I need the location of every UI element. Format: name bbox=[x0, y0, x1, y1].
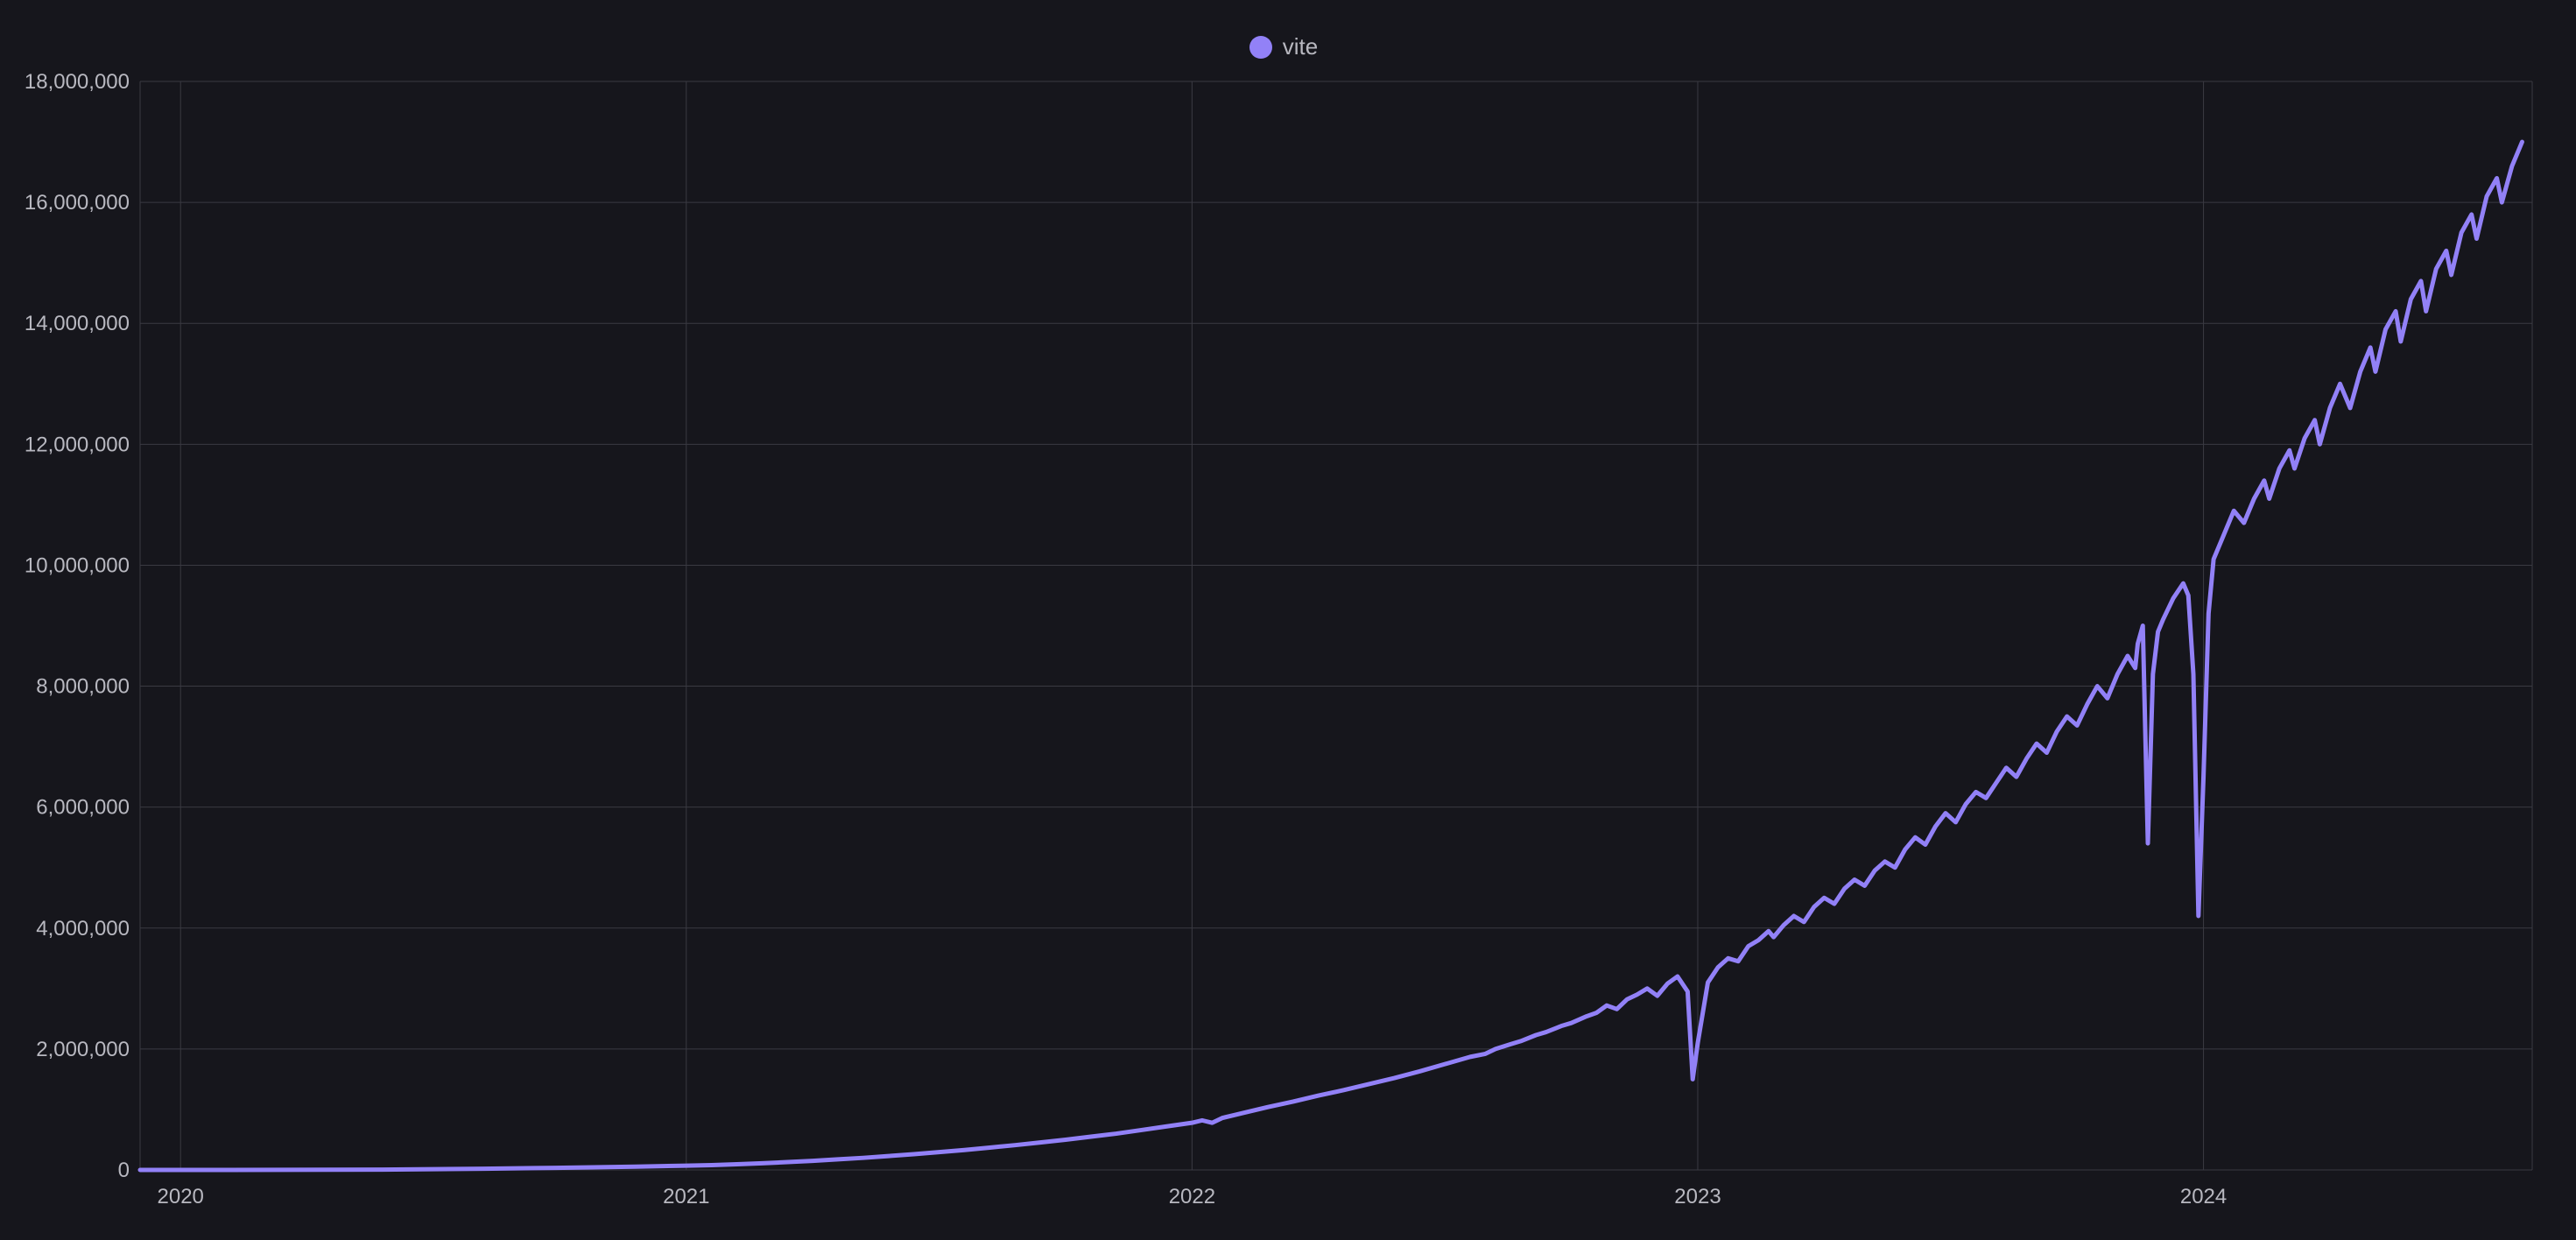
plot-area: 0 2,000,000 4,000,000 6,000,000 8,000,000 10,… bbox=[18, 73, 2550, 1222]
y-tick-label: 12,000,000 bbox=[25, 433, 130, 456]
y-tick-label: 16,000,000 bbox=[25, 191, 130, 215]
legend-label: vite bbox=[1283, 33, 1318, 60]
x-tick-label: 2022 bbox=[1169, 1185, 1215, 1208]
y-tick-label: 14,000,000 bbox=[25, 312, 130, 335]
x-tick-label: 2024 bbox=[2180, 1185, 2227, 1208]
y-tick-label: 18,000,000 bbox=[25, 73, 130, 94]
x-tick-label: 2023 bbox=[1674, 1185, 1721, 1208]
y-tick-label: 0 bbox=[118, 1159, 130, 1182]
x-tick-label: 2021 bbox=[663, 1185, 709, 1208]
line-chart-svg: 0 2,000,000 4,000,000 6,000,000 8,000,000 10,… bbox=[18, 73, 2550, 1222]
legend-dot-icon bbox=[1249, 36, 1272, 59]
series-line-vite bbox=[140, 142, 2522, 1170]
y-tick-label: 8,000,000 bbox=[36, 675, 130, 699]
y-tick-label: 10,000,000 bbox=[25, 553, 130, 577]
y-tick-label: 6,000,000 bbox=[36, 796, 130, 820]
y-tick-label: 2,000,000 bbox=[36, 1038, 130, 1061]
x-tick-label: 2020 bbox=[158, 1185, 204, 1208]
y-tick-label: 4,000,000 bbox=[36, 917, 130, 941]
legend: vite bbox=[18, 18, 2550, 73]
chart-container: vite 0 2,000,000 4,000,000 6,000,000 8,000,0… bbox=[0, 0, 2576, 1240]
